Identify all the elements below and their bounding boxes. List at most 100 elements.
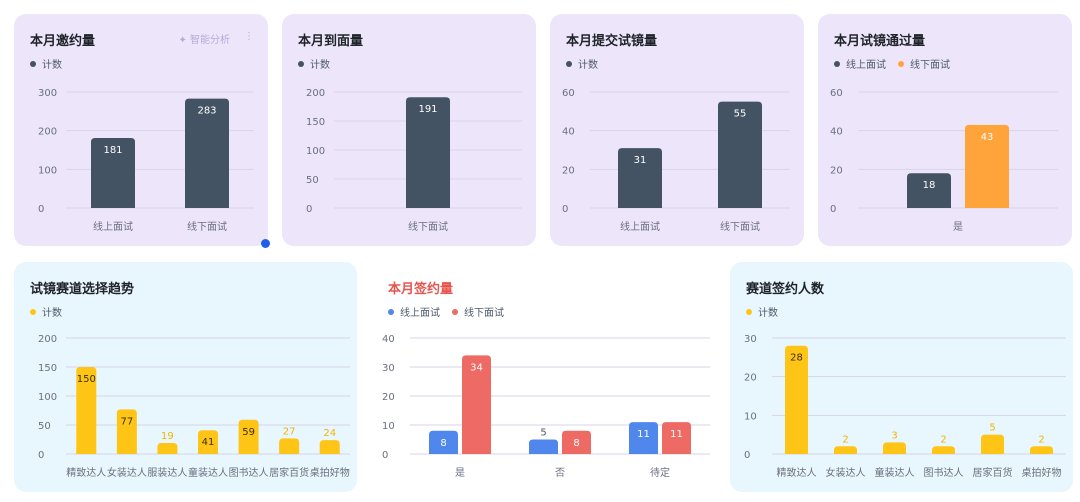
- bar[interactable]: [406, 97, 450, 208]
- bar[interactable]: [462, 355, 491, 454]
- legend-label: 计数: [310, 60, 330, 71]
- chart-legend: 计数: [746, 304, 778, 319]
- bar[interactable]: [562, 430, 591, 454]
- chart-legend: 计数: [566, 56, 598, 71]
- y-tick-label: 30: [744, 334, 757, 345]
- bar[interactable]: [883, 442, 906, 454]
- legend-item[interactable]: 计数: [566, 56, 598, 71]
- y-tick-label: 100: [38, 392, 57, 403]
- x-tick-label: 桌拍好物: [1022, 466, 1062, 479]
- bar[interactable]: [91, 138, 135, 208]
- x-tick-label: 童装达人: [188, 466, 228, 479]
- legend-dot-icon: [746, 308, 752, 315]
- bar[interactable]: [834, 446, 857, 454]
- chart-legend: 计数: [298, 56, 330, 71]
- y-tick-label: 40: [382, 334, 395, 345]
- chart-legend: 线上面试 线下面试: [834, 56, 950, 71]
- x-tick-label: 精致达人: [777, 466, 817, 479]
- bar[interactable]: [198, 430, 218, 454]
- legend-item[interactable]: 线上面试: [834, 56, 886, 71]
- bar-value-label: 28: [790, 353, 803, 364]
- x-tick-label: 待定: [650, 466, 670, 479]
- bar-value-label: 5: [989, 423, 995, 434]
- bar[interactable]: [279, 438, 300, 454]
- y-tick-label: 0: [744, 450, 750, 461]
- bar[interactable]: [238, 419, 259, 454]
- x-tick-label: 居家百货: [269, 466, 309, 479]
- bar[interactable]: [116, 409, 137, 454]
- legend-item[interactable]: 线下面试: [898, 56, 950, 71]
- card-signings: 本月签约量 线上面试 线下面试 0 10 20 30 40 8 34 是 5 8 否 11 11 待定: [372, 262, 718, 492]
- bar[interactable]: [157, 442, 178, 454]
- bar[interactable]: [785, 345, 808, 454]
- y-tick-label: 30: [382, 363, 395, 374]
- x-tick-label: 精致达人: [66, 466, 106, 479]
- y-tick-label: 0: [830, 204, 836, 215]
- bar-value-label: 59: [242, 427, 255, 438]
- bar[interactable]: [718, 101, 762, 208]
- y-tick-label: 300: [38, 88, 57, 99]
- bar-value-label: 181: [103, 145, 122, 156]
- bar[interactable]: [1030, 446, 1053, 454]
- bar-value-label: 11: [670, 429, 683, 440]
- legend-item[interactable]: 计数: [30, 56, 62, 71]
- bar-value-label: 55: [734, 109, 747, 120]
- y-tick-label: 200: [38, 334, 57, 345]
- bar-value-label: 3: [891, 430, 897, 441]
- bar-value-label: 5: [540, 428, 546, 439]
- y-tick-label: 60: [562, 88, 575, 99]
- bar-value-label: 34: [470, 362, 483, 373]
- bar[interactable]: [907, 173, 951, 208]
- chart-legend: 计数: [30, 304, 62, 319]
- bar[interactable]: [185, 98, 229, 208]
- legend-label: 计数: [578, 60, 598, 71]
- legend-dot-icon: [834, 60, 840, 67]
- legend-item[interactable]: 计数: [746, 304, 778, 319]
- legend-label: 线上面试: [846, 60, 886, 71]
- ai-analysis-button[interactable]: ✦ 智能分析: [178, 35, 230, 46]
- bar[interactable]: [965, 124, 1009, 208]
- bar-value-label: 31: [634, 155, 647, 166]
- legend-item[interactable]: 线上面试: [388, 304, 440, 319]
- x-tick-label: 女装达人: [107, 466, 147, 479]
- bar[interactable]: [629, 422, 658, 454]
- bar-chart: 0 10 20 30 28 精致达人 2 女装达人 3 童装达人 2 图书达人 5 居家百货 2 桌拍好物: [744, 334, 1066, 479]
- bar[interactable]: [662, 422, 691, 454]
- x-tick-label: 线下面试: [720, 220, 760, 233]
- x-tick-label: 图书达人: [924, 467, 964, 479]
- bar-value-label: 27: [283, 426, 296, 437]
- y-tick-label: 40: [830, 127, 843, 138]
- bar[interactable]: [319, 440, 340, 454]
- bar[interactable]: [981, 434, 1004, 454]
- bar-value-label: 43: [981, 132, 994, 143]
- bar-chart: 0 20 40 60 31 线上面试 55 线下面试: [562, 88, 790, 233]
- legend-item[interactable]: 线下面试: [452, 304, 504, 319]
- card-invites: 本月邀约量 ✦ 智能分析 ⋮ 计数 0 100 200 300 181 线上面试 283 线下面试: [14, 14, 268, 246]
- card-track-signings: 赛道签约人数 计数 0 10 20 30 28 精致达人 2 女装达人 3 童装达人 2 图书达人 5 居家百…: [730, 262, 1073, 492]
- resize-handle[interactable]: [261, 239, 270, 248]
- legend-dot-icon: [30, 308, 36, 315]
- card-arrivals: 本月到面量 计数 0 50 100 150 200 191 线下面试: [282, 14, 536, 246]
- card-title: 本月提交试镜量: [566, 34, 658, 49]
- bar[interactable]: [429, 430, 458, 454]
- legend-label: 线上面试: [400, 308, 440, 319]
- bar[interactable]: [932, 446, 955, 454]
- y-tick-label: 200: [306, 88, 325, 99]
- legend-item[interactable]: 计数: [30, 304, 62, 319]
- x-tick-label: 线上面试: [620, 220, 660, 233]
- more-menu-icon[interactable]: ⋮: [244, 31, 254, 42]
- legend-dot-icon: [30, 60, 36, 67]
- bar[interactable]: [76, 367, 97, 454]
- card-title: 试镜赛道选择趋势: [30, 282, 135, 297]
- y-tick-label: 10: [382, 421, 395, 432]
- bar[interactable]: [529, 439, 558, 455]
- card-title: 本月邀约量: [30, 34, 96, 49]
- x-tick-label: 居家百货: [973, 466, 1013, 479]
- legend-item[interactable]: 计数: [298, 56, 330, 71]
- bar[interactable]: [618, 148, 662, 208]
- legend-dot-icon: [566, 60, 572, 67]
- x-tick-label: 图书达人: [229, 467, 269, 479]
- legend-dot-icon: [298, 60, 304, 67]
- y-tick-label: 150: [306, 117, 325, 128]
- y-tick-label: 20: [744, 373, 757, 384]
